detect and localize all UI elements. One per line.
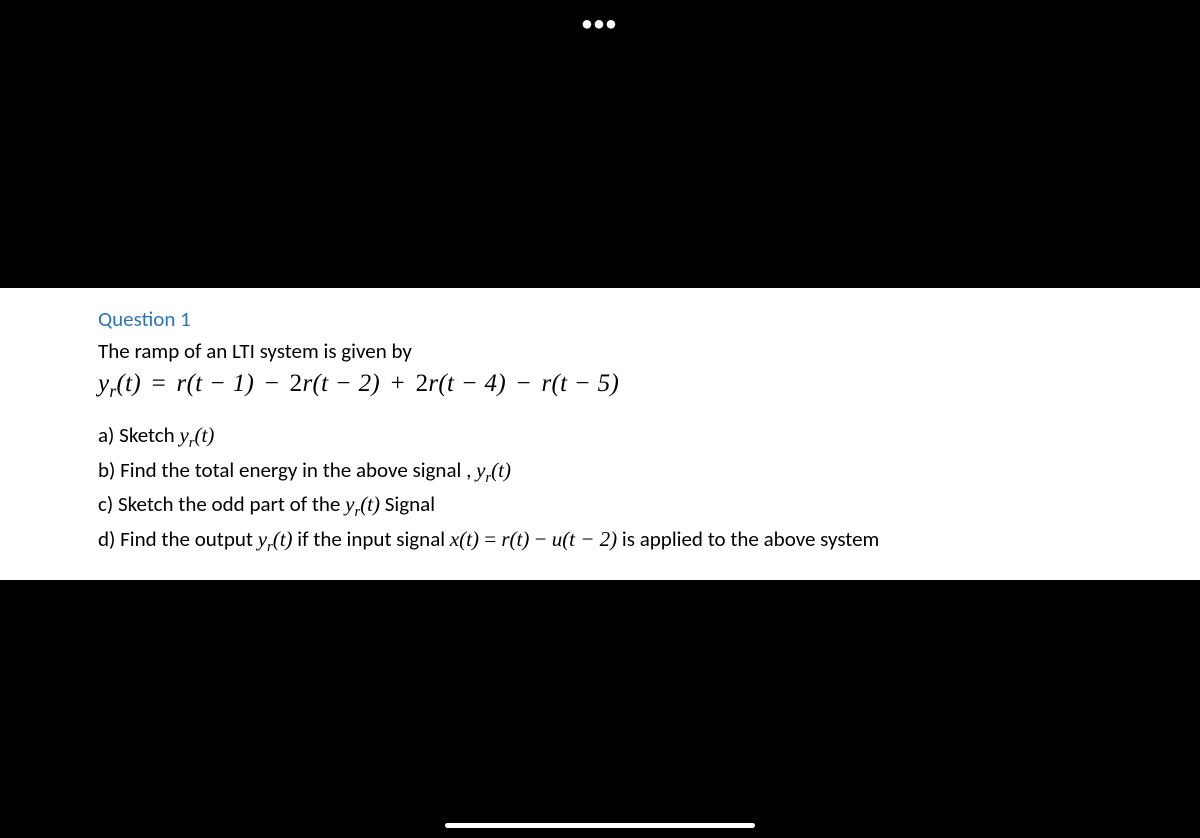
part-b: b) Find the total energy in the above si… xyxy=(98,455,1102,490)
part-d-ut: (t − 2) xyxy=(562,527,617,551)
eq-plus: + xyxy=(384,370,412,397)
eq-equals: = xyxy=(145,370,173,397)
part-b-t: (t) xyxy=(491,458,511,482)
part-d-suffix: is applied to the above system xyxy=(617,526,879,552)
part-b-prefix: b) Find the total energy in the above si… xyxy=(98,457,476,483)
part-d: d) Find the output yr(t) if the input si… xyxy=(98,524,1102,559)
eq-minus1: − xyxy=(258,370,286,397)
part-c-prefix: c) Sketch the odd part of the xyxy=(98,491,345,517)
eq-term4-arg: (t − 5) xyxy=(552,370,620,397)
part-d-eq: = xyxy=(479,527,501,551)
eq-term2-arg: (t − 2) xyxy=(312,370,380,397)
part-d-y: y xyxy=(258,527,267,551)
eq-term4-fn: r xyxy=(541,370,551,397)
eq-term2-fn: r xyxy=(302,370,312,397)
eq-term3-coef: 2 xyxy=(416,370,429,397)
eq-yr-sub: r xyxy=(109,381,116,401)
home-indicator[interactable] xyxy=(445,823,755,828)
equation: yr(t) = r(t − 1) − 2r(t − 2) + 2r(t − 4)… xyxy=(98,370,1102,402)
eq-yr-y: y xyxy=(98,370,109,397)
eq-term2-coef: 2 xyxy=(290,370,303,397)
part-a: a) Sketch yr(t) xyxy=(98,420,1102,455)
more-dots-icon[interactable]: ••• xyxy=(582,12,618,36)
question-content: Question 1 The ramp of an LTI system is … xyxy=(0,288,1200,580)
eq-term3-arg: (t − 4) xyxy=(438,370,506,397)
eq-yr-t: (t) xyxy=(117,370,142,397)
part-d-x: x xyxy=(450,527,459,551)
part-c-t: (t) xyxy=(360,492,380,516)
part-d-r: r xyxy=(501,527,509,551)
part-d-minus: − xyxy=(529,527,551,551)
part-a-t: (t) xyxy=(195,423,215,447)
prompt-text: The ramp of an LTI system is given by xyxy=(98,338,1102,364)
eq-minus2: − xyxy=(510,370,538,397)
part-d-rt: (t) xyxy=(510,527,530,551)
question-title: Question 1 xyxy=(98,306,1102,332)
part-d-t: (t) xyxy=(273,527,293,551)
part-a-prefix: a) Sketch xyxy=(98,422,179,448)
part-d-xt: (t) xyxy=(459,527,479,551)
part-c-suffix: Signal xyxy=(380,491,435,517)
eq-term3-fn: r xyxy=(428,370,438,397)
part-d-mid1: if the input signal xyxy=(293,526,450,552)
question-parts: a) Sketch yr(t) b) Find the total energy… xyxy=(98,420,1102,558)
eq-term1-fn: r xyxy=(177,370,187,397)
part-d-prefix: d) Find the output xyxy=(98,526,258,552)
part-a-y: y xyxy=(179,423,188,447)
eq-term1-arg: (t − 1) xyxy=(187,370,255,397)
part-c: c) Sketch the odd part of the yr(t) Sign… xyxy=(98,489,1102,524)
part-d-u: u xyxy=(552,527,563,551)
